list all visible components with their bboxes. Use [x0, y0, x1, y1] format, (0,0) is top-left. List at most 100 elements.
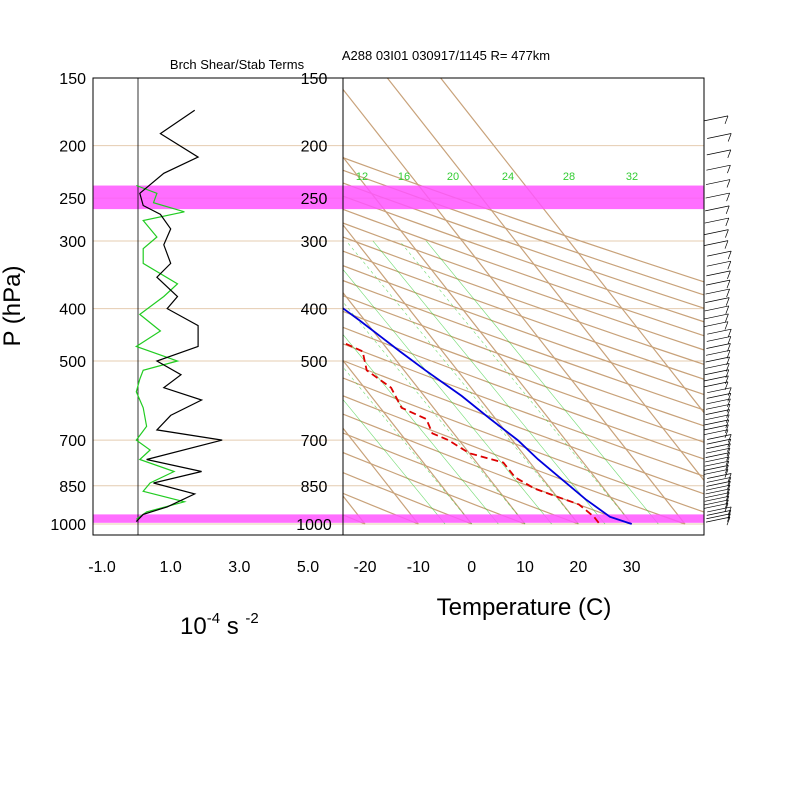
dry-adiabat-line [343, 250, 704, 380]
wind-barb [705, 288, 730, 295]
wind-barb [703, 240, 729, 246]
wind-barb-flag [726, 179, 731, 188]
mixing-ratio-label: 32 [626, 171, 638, 183]
x-tick-label: 20 [569, 559, 587, 576]
dry-adiabat-line [343, 222, 704, 351]
wind-barb [704, 217, 729, 224]
isotherm-line [343, 88, 686, 525]
wind-barb-flag [725, 305, 730, 315]
dry-adiabat-line [343, 208, 704, 337]
shear-series-line [135, 109, 223, 523]
wind-barb [707, 387, 732, 394]
dry-adiabat-line [343, 195, 704, 323]
highlight-band [343, 185, 704, 210]
x-tick-label: -20 [353, 559, 376, 576]
wind-barb [705, 484, 731, 491]
wind-barbs [703, 115, 732, 526]
pressure-tick-label: 850 [59, 479, 86, 496]
wind-barb-flag [727, 329, 732, 338]
mixing-ratio-line [426, 240, 659, 525]
wind-barb-flag [725, 419, 730, 429]
wind-barb [707, 328, 732, 335]
wind-barb-flag [726, 516, 731, 526]
pressure-tick-label: 400 [59, 302, 86, 319]
wind-barb [705, 205, 730, 212]
wind-barb-flag [725, 229, 729, 238]
wind-barb-flag [727, 434, 732, 443]
wind-barb-flag [725, 424, 729, 433]
dry-adiabat-line [343, 279, 704, 411]
x-tick-label: -10 [407, 559, 430, 576]
dry-adiabat-line [343, 343, 704, 477]
wind-barb-flag [726, 279, 731, 289]
wind-barb-flag [727, 270, 731, 279]
wind-barb [706, 336, 731, 342]
pressure-tick-label: 700 [59, 433, 86, 450]
wind-barb-flag [727, 443, 731, 452]
wind-barb [705, 356, 730, 363]
wind-barb [704, 419, 729, 426]
wind-barb [704, 375, 729, 382]
dry-adiabat-line [343, 451, 526, 525]
wind-barb-flag [724, 469, 729, 478]
wind-barb [706, 438, 731, 445]
isotherm-line [440, 78, 704, 414]
mixing-ratio-label: 12 [356, 171, 368, 183]
mixing-ratio-line [343, 399, 446, 525]
isotherm-line [0, 78, 258, 524]
wind-barb-flag [725, 456, 730, 466]
wind-barb-flag [727, 510, 732, 519]
x-tick-label: 5.0 [297, 559, 319, 576]
dry-adiabat-line [343, 236, 704, 366]
isotherm-line [343, 156, 633, 525]
wind-barb-flag [725, 297, 730, 306]
highlight-bands [343, 185, 704, 523]
wind-barb [707, 506, 732, 513]
x-tick-label: 3.0 [228, 559, 250, 576]
wind-barb [703, 469, 729, 475]
right-x-tick-labels: -20 -10 0 10 20 30 [353, 559, 640, 576]
x-tick-label: -1.0 [88, 559, 116, 576]
isotherm-line [343, 291, 526, 525]
wind-barb-flag [726, 452, 730, 461]
wind-barb [705, 516, 731, 523]
mixing-ratio-line [346, 240, 579, 525]
wind-barb-flag [725, 414, 730, 423]
dry-adiabat-line [343, 471, 472, 525]
mixing-ratio-labels: 12 16 20 24 28 32 [356, 171, 638, 183]
wind-barb [705, 179, 731, 185]
pressure-tick-label: 500 [59, 354, 86, 371]
wind-barb [706, 260, 731, 267]
wind-barb-flag [725, 461, 730, 470]
wind-barb-flag [727, 261, 732, 270]
wind-barb [706, 477, 731, 483]
wind-barb [706, 270, 731, 277]
wind-barb-flag [727, 513, 731, 522]
wind-barb [705, 403, 731, 410]
wind-barb-flag [727, 251, 732, 260]
wind-barb [707, 133, 732, 139]
x-tick-label: 10 [516, 559, 534, 576]
dewpoint-series-line [343, 341, 600, 524]
wind-barb [705, 414, 730, 421]
pressure-tick-label: 500 [301, 354, 328, 371]
x-tick-label: 0 [467, 559, 476, 576]
highlight-band-left [93, 514, 343, 523]
mixing-ratio-line [399, 240, 632, 525]
pressure-tick-label: 400 [301, 302, 328, 319]
mixing-ratio-label: 20 [447, 171, 459, 183]
dry-adiabat-line [343, 413, 632, 525]
highlight-band [343, 514, 704, 523]
dry-adiabat-line [343, 432, 579, 525]
wind-barb-flag [726, 192, 730, 202]
wind-barb-flag [726, 404, 731, 413]
wind-barb-flag [727, 343, 731, 352]
mixing-ratio-line [372, 240, 606, 525]
wind-barb [705, 492, 730, 499]
isotherm-line [343, 223, 579, 525]
dry-adiabat-line [343, 182, 704, 309]
pressure-tick-label: 200 [59, 139, 86, 156]
dry-adiabat-line [343, 157, 704, 283]
wind-barb [704, 465, 729, 471]
